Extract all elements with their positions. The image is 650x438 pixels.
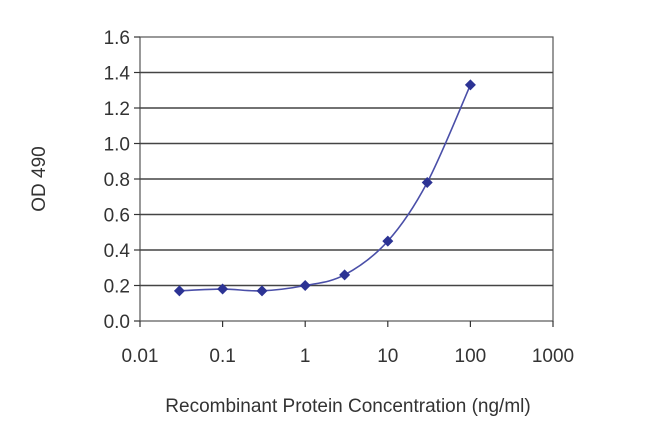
data-points: [173, 79, 476, 297]
y-tick-label: 0.8: [104, 170, 130, 191]
data-point: [173, 285, 185, 297]
data-point: [382, 235, 394, 247]
x-tick-label: 0.1: [209, 346, 235, 367]
data-point: [339, 269, 351, 281]
data-point: [464, 79, 476, 91]
data-point: [421, 177, 433, 189]
x-tick-label: 100: [455, 346, 487, 367]
x-tick-label: 0.01: [122, 346, 159, 367]
y-tick-label: 0.4: [104, 241, 131, 262]
y-tick-label: 1.0: [104, 135, 130, 156]
y-axis-ticks: 0.0 0.2 0.4 0.6 0.8 1.0 1.2 1.4 1.6: [104, 28, 140, 333]
data-point: [299, 280, 311, 291]
gridlines: [140, 71, 553, 287]
x-tick-label: 10: [377, 346, 398, 367]
x-axis-ticks: 0.01 0.1 1 10 100 1000: [122, 321, 574, 367]
y-tick-label: 0.0: [104, 312, 130, 333]
y-tick-label: 0.6: [104, 206, 130, 227]
y-tick-label: 1.6: [104, 28, 130, 49]
y-axis-title: OD 490: [29, 146, 50, 211]
y-tick-label: 1.2: [104, 99, 130, 120]
y-tick-label: 1.4: [104, 64, 131, 85]
x-axis-title: Recombinant Protein Concentration (ng/ml…: [165, 396, 530, 417]
y-tick-label: 0.2: [104, 277, 130, 298]
x-tick-label: 1000: [532, 346, 574, 367]
data-point: [217, 283, 229, 295]
data-point: [256, 285, 268, 297]
x-tick-label: 1: [300, 346, 311, 367]
